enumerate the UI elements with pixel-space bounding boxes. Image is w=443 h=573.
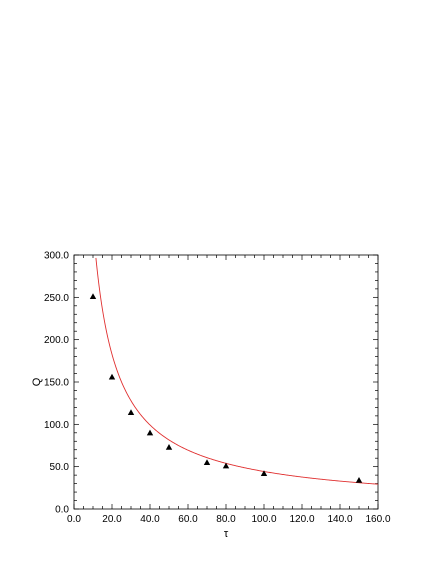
fit-curve [95, 257, 379, 485]
data-point [127, 409, 135, 416]
x-tick-label: 40.0 [140, 514, 160, 525]
x-tick-label: 20.0 [102, 514, 122, 525]
x-tick-label: 140.0 [327, 514, 352, 525]
x-tick-label: 100.0 [251, 514, 276, 525]
x-tick-label: 60.0 [178, 514, 198, 525]
y-tick-label: 100.0 [44, 420, 69, 431]
data-point [222, 462, 230, 469]
y-tick-label: 250.0 [44, 293, 69, 304]
y-axis-label: Q [31, 377, 43, 386]
plot-frame [73, 254, 379, 510]
y-axis-ticks: 0.0 50.0 100.0 150.0 200.0 250.0 300.0 [44, 251, 378, 516]
y-tick-label: 200.0 [44, 335, 69, 346]
y-tick-label: 50.0 [50, 462, 70, 473]
data-point [260, 470, 268, 476]
y-tick-label: 0.0 [55, 505, 69, 516]
x-axis-label: τ [224, 528, 229, 540]
y-tick-label: 300.0 [44, 251, 69, 262]
x-tick-label: 160.0 [365, 514, 390, 525]
data-point [89, 293, 97, 300]
y-tick-label: 150.0 [44, 378, 69, 389]
data-point [355, 477, 363, 483]
data-point [108, 373, 116, 380]
data-point [165, 443, 173, 450]
data-point [203, 459, 211, 465]
x-axis-ticks: 0.0 20.0 40.0 60.0 80.0 100.0 120.0 140.0 160.0 [67, 255, 391, 525]
data-points [89, 293, 363, 483]
data-point [146, 429, 154, 436]
x-tick-label: 120.0 [289, 514, 314, 525]
x-tick-label: 0.0 [67, 514, 81, 525]
x-tick-label: 80.0 [216, 514, 236, 525]
